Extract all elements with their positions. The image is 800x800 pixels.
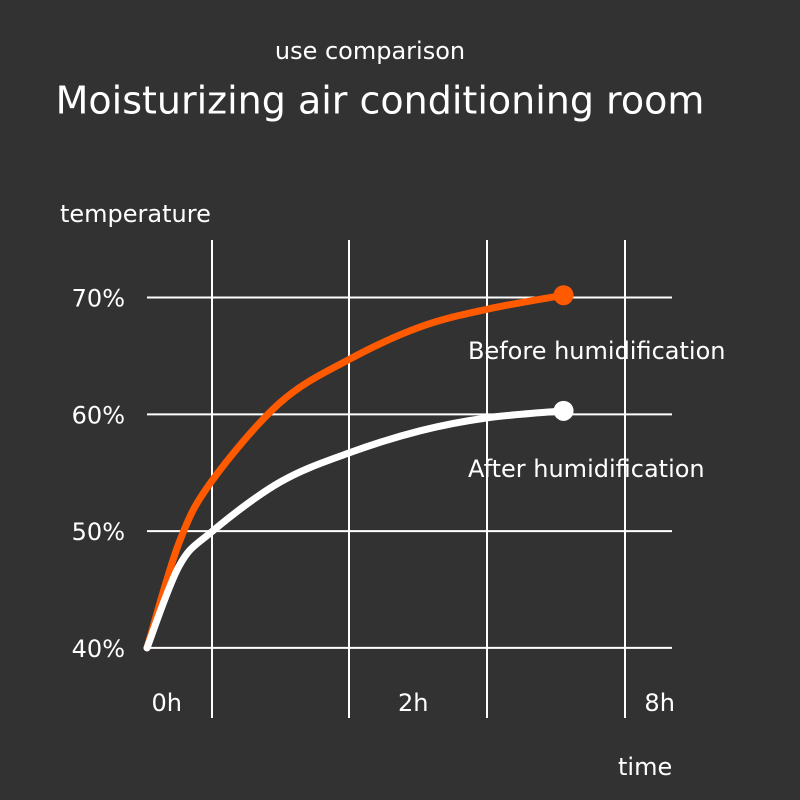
x-tick-label: 2h: [398, 689, 428, 717]
legend-label: Before humidification: [468, 337, 725, 365]
x-tick-label: 8h: [644, 689, 674, 717]
chart-subtitle: use comparison: [275, 37, 465, 65]
x-axis-label: time: [618, 753, 672, 781]
y-tick-label: 50%: [72, 518, 125, 546]
y-tick-label: 40%: [72, 635, 125, 663]
series-line: [143, 291, 568, 652]
y-axis-label: temperature: [60, 200, 211, 228]
end-point: [553, 285, 574, 306]
x-tick-label: 0h: [151, 689, 181, 717]
vertical-guides: [211, 240, 626, 718]
y-tick-label: 60%: [72, 401, 125, 429]
series-line: [143, 407, 568, 652]
legend-label: After humidification: [468, 455, 705, 483]
y-tick-label: 70%: [72, 285, 125, 313]
end-point: [553, 400, 574, 421]
chart-title: Moisturizing air conditioning room: [56, 79, 705, 123]
